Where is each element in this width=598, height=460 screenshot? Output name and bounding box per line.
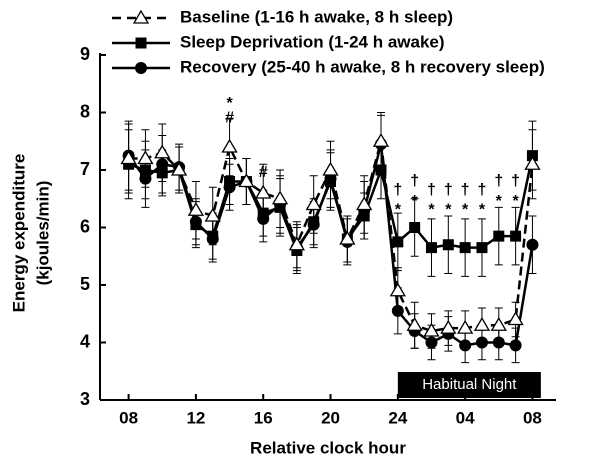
y-tick-label: 5	[80, 274, 90, 294]
marker	[375, 164, 387, 176]
marker	[372, 132, 390, 147]
annotation: †	[444, 181, 453, 198]
annotation: †	[511, 173, 520, 190]
annotation: *	[445, 201, 452, 218]
annotation: #	[225, 109, 234, 126]
legend-label: Sleep Deprivation (1-24 h awake)	[180, 32, 445, 51]
night-band	[397, 372, 541, 398]
annotation: †	[478, 181, 487, 198]
marker	[473, 316, 491, 331]
annotation: *	[412, 193, 419, 210]
x-tick-label: 16	[254, 408, 273, 427]
y-tick-label: 3	[80, 389, 90, 409]
annotation: *	[226, 95, 233, 112]
marker	[206, 233, 219, 245]
marker	[238, 173, 255, 188]
marker	[154, 144, 171, 159]
marker	[139, 172, 152, 185]
marker	[459, 242, 471, 254]
marker	[406, 316, 423, 331]
marker	[156, 167, 168, 179]
marker	[442, 239, 454, 251]
marker	[255, 184, 272, 199]
marker	[189, 215, 202, 228]
marker	[425, 336, 438, 349]
marker	[389, 282, 406, 297]
marker	[223, 181, 236, 194]
annotation: *	[428, 201, 435, 218]
marker	[492, 336, 505, 349]
x-axis-label: Relative clock hour	[250, 438, 406, 457]
annotation: *	[479, 201, 486, 218]
annotation: †	[461, 181, 470, 198]
marker	[135, 37, 147, 49]
marker	[170, 161, 188, 176]
marker	[132, 9, 150, 24]
marker	[288, 236, 306, 251]
marker	[307, 218, 320, 231]
marker	[391, 304, 404, 317]
marker	[204, 207, 221, 222]
x-tick-label: 08	[119, 408, 138, 427]
annotation: †	[410, 173, 419, 190]
y-tick-label: 8	[80, 101, 90, 121]
annotation: #	[259, 164, 268, 181]
night-label: Habitual Night	[422, 376, 517, 393]
marker	[187, 201, 205, 216]
marker	[156, 158, 169, 171]
legend-label: Baseline (1-16 h awake, 8 h sleep)	[180, 7, 453, 26]
marker	[425, 242, 437, 254]
y-tick-label: 9	[80, 44, 90, 64]
marker	[510, 230, 522, 242]
y-axis-label: Energy expenditure	[9, 154, 28, 313]
marker	[457, 319, 474, 334]
marker	[221, 138, 238, 153]
x-tick-label: 20	[321, 408, 340, 427]
annotation: *	[395, 201, 402, 218]
annotation: †	[427, 181, 436, 198]
marker	[507, 311, 524, 326]
annotation: †	[393, 181, 402, 198]
marker	[257, 212, 270, 225]
marker	[120, 150, 137, 165]
x-tick-label: 08	[523, 408, 542, 427]
x-tick-label: 24	[388, 408, 407, 427]
marker	[423, 322, 440, 337]
marker	[322, 161, 339, 176]
marker	[440, 319, 457, 334]
x-tick-label: 04	[456, 408, 475, 427]
marker	[526, 238, 539, 251]
annotation: *	[496, 193, 503, 210]
y-tick-label: 4	[80, 331, 90, 351]
marker	[524, 155, 541, 170]
marker	[392, 236, 404, 248]
marker	[139, 164, 151, 176]
marker	[123, 158, 135, 170]
marker	[459, 339, 472, 352]
marker	[490, 316, 507, 331]
marker	[526, 150, 538, 162]
marker	[509, 339, 522, 352]
marker	[476, 242, 488, 254]
y-tick-label: 7	[80, 159, 90, 179]
marker	[271, 190, 289, 205]
x-tick-label: 12	[186, 408, 205, 427]
legend-label: Recovery (25-40 h awake, 8 h recovery sl…	[180, 57, 545, 76]
marker	[356, 196, 373, 211]
marker	[135, 62, 147, 74]
y-axis-label: (kjoules/min)	[33, 181, 52, 286]
y-tick-label: 6	[80, 216, 90, 236]
marker	[475, 336, 488, 349]
annotation: *	[462, 201, 469, 218]
marker	[305, 196, 322, 211]
marker	[493, 230, 505, 242]
marker	[409, 222, 421, 233]
annotation: †	[494, 173, 503, 190]
annotation: *	[512, 193, 519, 210]
marker	[137, 150, 154, 165]
marker	[339, 230, 356, 245]
